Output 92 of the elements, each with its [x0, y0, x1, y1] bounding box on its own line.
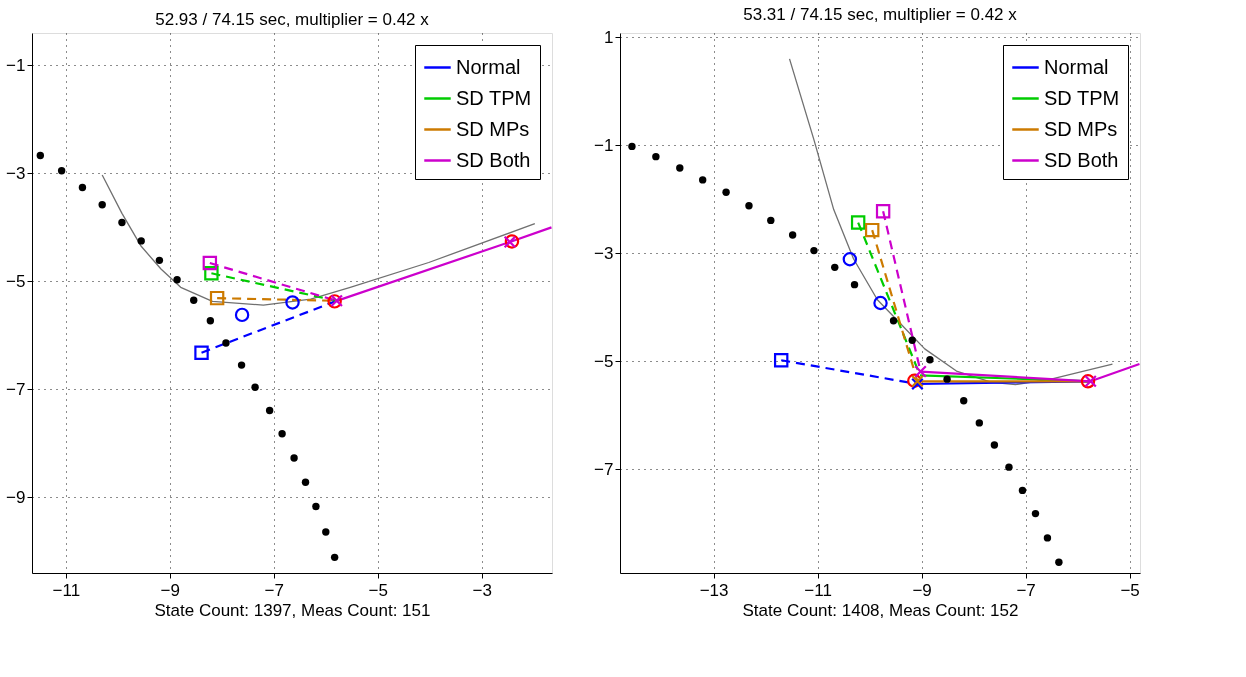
x-tick-label: −13	[699, 580, 729, 600]
point	[36, 151, 45, 160]
y-tick-label: −1	[594, 135, 614, 155]
point	[831, 263, 839, 272]
point	[628, 142, 636, 151]
point	[850, 280, 859, 289]
point	[237, 361, 246, 369]
point	[842, 252, 858, 267]
point	[1055, 558, 1063, 566]
y-tick-label: −9	[6, 487, 26, 507]
point	[202, 255, 218, 271]
point	[943, 375, 951, 383]
point	[265, 406, 274, 415]
point	[190, 296, 198, 304]
x-axis-title: State Count: 1408, Meas Count: 152	[742, 600, 1019, 620]
x-tick-label: −7	[264, 580, 284, 600]
point	[118, 218, 126, 227]
y-tick-label: −7	[594, 459, 614, 479]
point	[204, 266, 219, 281]
chart-title: 52.93 / 74.15 sec, multiplier = 0.42 x	[155, 10, 430, 29]
x-tick-label: −3	[472, 580, 492, 600]
point	[676, 164, 684, 172]
y-tick-label: −3	[6, 163, 26, 183]
y-tick-label: 1	[604, 27, 614, 47]
legend-label: Normal	[1044, 55, 1109, 78]
x-tick-label: −11	[804, 580, 832, 600]
x-tick-label: −7	[1016, 580, 1036, 600]
point	[722, 188, 730, 196]
x-tick-label: −5	[368, 580, 388, 600]
point	[301, 478, 310, 486]
y-tick-label: −1	[6, 55, 26, 75]
x-tick-label: −5	[1120, 580, 1140, 600]
point	[222, 339, 230, 347]
point	[864, 222, 880, 238]
point	[312, 502, 320, 511]
legend-label: SD Both	[456, 148, 531, 171]
point	[1043, 534, 1052, 542]
point	[251, 383, 259, 391]
point	[767, 216, 775, 225]
point	[209, 290, 225, 306]
legend-label: SD TPM	[1044, 86, 1120, 109]
y-tick-label: −7	[6, 379, 26, 399]
x-tick-label: −11	[52, 580, 81, 600]
point	[850, 215, 866, 230]
x-tick-label: −9	[160, 580, 180, 600]
point	[1084, 374, 1097, 388]
point	[1005, 463, 1013, 471]
point	[889, 317, 898, 325]
point	[875, 203, 891, 219]
point	[745, 202, 753, 210]
point	[698, 176, 707, 184]
point	[322, 528, 330, 536]
point	[194, 345, 209, 360]
legend-label: Normal	[456, 55, 521, 78]
x-tick-label: −9	[912, 580, 932, 600]
point	[926, 356, 934, 364]
point	[78, 183, 87, 192]
point	[173, 276, 181, 284]
point	[975, 419, 984, 427]
line-series	[101, 174, 536, 306]
legend-label: SD TPM	[456, 86, 532, 109]
y-tick-label: −5	[6, 271, 26, 291]
point	[330, 553, 339, 562]
legend-label: SD MPs	[456, 117, 530, 140]
point	[652, 152, 660, 161]
point	[960, 397, 968, 405]
legend-label: SD Both	[1044, 148, 1119, 171]
y-tick-label: −5	[594, 351, 614, 371]
point	[155, 256, 164, 265]
point	[290, 454, 298, 462]
point	[773, 353, 789, 368]
point	[1018, 486, 1027, 495]
point	[1080, 374, 1096, 389]
legend-label: SD MPs	[1044, 117, 1118, 140]
point	[57, 167, 66, 175]
x-axis-title: State Count: 1397, Meas Count: 151	[154, 600, 431, 620]
point	[98, 201, 106, 209]
point	[907, 373, 922, 388]
y-tick-label: −3	[594, 243, 614, 263]
point	[873, 295, 888, 311]
point	[990, 441, 999, 449]
point	[788, 231, 797, 239]
point	[137, 237, 145, 245]
point	[1031, 509, 1040, 518]
point	[206, 317, 215, 325]
point	[285, 295, 300, 310]
point	[914, 365, 927, 378]
point	[810, 246, 818, 255]
chart-title: 53.31 / 74.15 sec, multiplier = 0.42 x	[743, 5, 1018, 25]
point	[278, 429, 286, 438]
point	[234, 307, 250, 323]
point	[908, 336, 916, 344]
